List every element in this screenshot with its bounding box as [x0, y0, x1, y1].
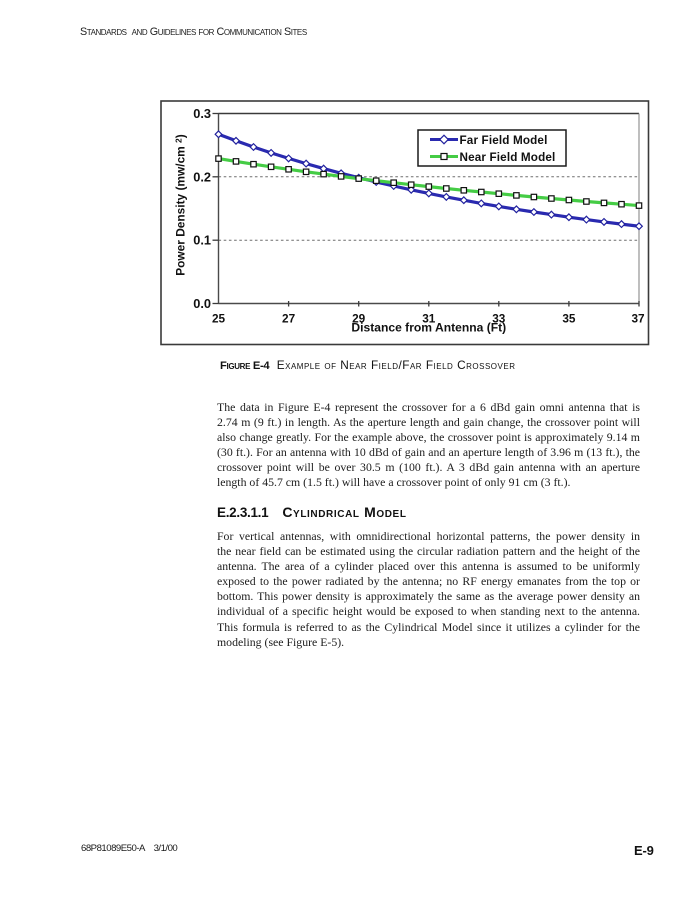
svg-text:0.1: 0.1 — [193, 233, 211, 248]
svg-text:Power Density (mw/cm 2): Power Density (mw/cm 2) — [173, 134, 187, 276]
svg-text:Near Field Model: Near Field Model — [460, 151, 556, 164]
svg-text:29: 29 — [352, 311, 366, 325]
svg-text:Distance from Antenna (Ft): Distance from Antenna (Ft) — [351, 321, 506, 335]
svg-text:33: 33 — [492, 311, 506, 325]
svg-text:0.3: 0.3 — [193, 106, 211, 121]
svg-text:31: 31 — [422, 311, 436, 325]
svg-text:35: 35 — [562, 311, 576, 325]
svg-text:25: 25 — [212, 311, 226, 325]
svg-text:0.2: 0.2 — [193, 169, 211, 184]
svg-text:Far Field Model: Far Field Model — [460, 134, 548, 147]
svg-text:0.0: 0.0 — [193, 296, 211, 311]
svg-text:37: 37 — [631, 311, 645, 325]
svg-text:27: 27 — [282, 311, 296, 325]
